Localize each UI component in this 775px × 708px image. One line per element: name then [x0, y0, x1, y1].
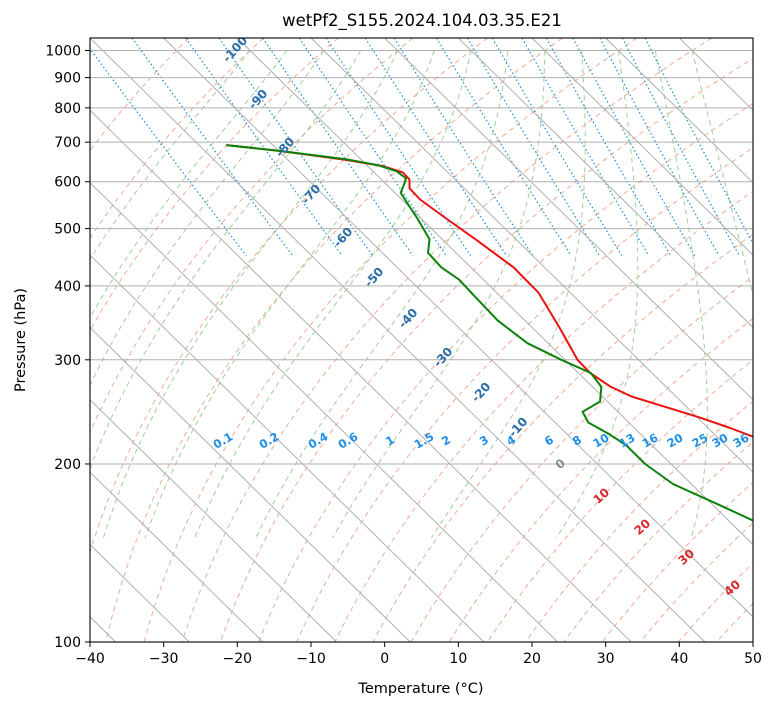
mixing-ratio-line [298, 38, 447, 256]
isotherm-gridline [457, 38, 753, 329]
moist-adiabat [90, 50, 251, 261]
x-axis-title: Temperature (°C) [357, 681, 483, 697]
dry-adiabat [219, 57, 753, 642]
moist-adiabat [144, 50, 435, 538]
x-tick-label: 30 [597, 651, 615, 667]
x-tick-label: −30 [149, 651, 179, 667]
y-axis-ticks: 100 200 300 400 500 600 700 800 900 1000 [45, 44, 90, 651]
mixing-ratio-label: 25 [690, 430, 711, 450]
mixing-ratio-label: 36 [731, 430, 752, 450]
moist-adiabat [255, 50, 509, 539]
dry-adiabat [410, 276, 753, 642]
moist-adiabat [691, 50, 753, 298]
dry-adiabat [334, 190, 753, 642]
mixing-ratio-line [262, 38, 414, 256]
x-tick-label: −20 [223, 651, 253, 667]
y-tick-label: 600 [54, 175, 81, 191]
grid-lines [90, 38, 753, 642]
temperature-profile [226, 144, 753, 438]
x-tick-label: 10 [449, 651, 467, 667]
x-tick-label: 50 [744, 651, 762, 667]
dry-adiabat [372, 233, 753, 642]
mixing-ratio-line [599, 38, 720, 256]
mixing-ratio-line [435, 38, 572, 256]
isotherm-gridline [605, 38, 753, 184]
mixing-ratio-label: 16 [640, 430, 661, 450]
mixing-ratio-line [545, 38, 672, 256]
y-tick-label: 1000 [45, 44, 81, 60]
isotherm-gridline [90, 326, 411, 642]
dry-adiabat [90, 38, 339, 332]
chart-title: wetPf2_S155.2024.104.03.35.E21 [282, 11, 562, 31]
y-tick-label: 400 [54, 279, 81, 295]
moist-adiabat [556, 50, 639, 539]
mixing-ratio-label: 30 [710, 430, 731, 450]
mixing-ratio-label: 10 [591, 430, 612, 450]
isotherm-gridline [90, 471, 264, 642]
y-tick-label: 800 [54, 101, 81, 117]
dry-adiabats [90, 38, 753, 642]
isotherm-gridline [90, 109, 632, 642]
mixing-ratio-line [621, 38, 740, 256]
x-tick-label: −10 [296, 651, 326, 667]
dry-adiabat [258, 102, 753, 642]
isotherm-gridline [90, 182, 558, 642]
dewpoint-profile [226, 144, 753, 522]
x-axis-ticks: −40 −30 −20 −10 0 10 20 30 40 50 [75, 642, 762, 667]
dry-adiabat [105, 38, 563, 642]
isotherm-gridline [90, 38, 706, 642]
dry-adiabat [143, 38, 638, 642]
moist-adiabat [90, 50, 325, 387]
x-tick-label: 40 [670, 651, 688, 667]
y-tick-label: 300 [54, 353, 81, 369]
mixing-ratio-line [466, 38, 600, 256]
dry-adiabat [448, 317, 753, 642]
y-tick-label: 900 [54, 71, 81, 87]
isotherm-gridline [384, 38, 753, 401]
isotherm-gridline [163, 38, 753, 618]
mixing-ratio-line [218, 38, 374, 256]
y-tick-label: 500 [54, 222, 81, 238]
sounding-profiles [226, 144, 753, 522]
y-tick-label: 700 [54, 135, 81, 151]
dry-adiabat [90, 38, 190, 151]
x-tick-label: −40 [75, 651, 105, 667]
moist-adiabat [90, 50, 362, 470]
y-axis-title: Pressure (hPa) [13, 288, 29, 392]
plot-frame [89, 37, 754, 643]
mixing-ratio-label: 20 [665, 430, 686, 450]
x-tick-label: 0 [380, 651, 389, 667]
moist-adiabat [332, 50, 546, 539]
y-tick-label: 200 [54, 457, 81, 473]
y-tick-label: 100 [54, 635, 81, 651]
moist-adiabat [654, 50, 708, 538]
isotherm-gridline [236, 38, 753, 546]
mixing-ratio-line [90, 48, 247, 256]
x-tick-label: 20 [523, 651, 541, 667]
isotherm-gridline [90, 399, 337, 642]
mixing-ratio-line [644, 38, 753, 245]
mixing-ratio-line [491, 38, 623, 256]
moist-adiabat [430, 50, 586, 539]
mixing-ratio-line [185, 38, 343, 256]
mixing-ratio-label: 13 [617, 430, 638, 450]
mixing-ratio-line [393, 38, 534, 256]
isotherm-gridline [531, 38, 753, 256]
isotherm-gridline [310, 38, 753, 473]
mixing-ratio-lines [90, 38, 753, 256]
dry-adiabat [296, 147, 753, 642]
dry-adiabat [90, 38, 414, 434]
plot-area: 0.1 0.2 0.4 0.6 1 1.5 2 3 4 6 8 10 13 16 20 25 30 36-100-… [90, 38, 753, 642]
isotherm-gridline [90, 254, 485, 642]
mixing-ratio-line [572, 38, 696, 256]
